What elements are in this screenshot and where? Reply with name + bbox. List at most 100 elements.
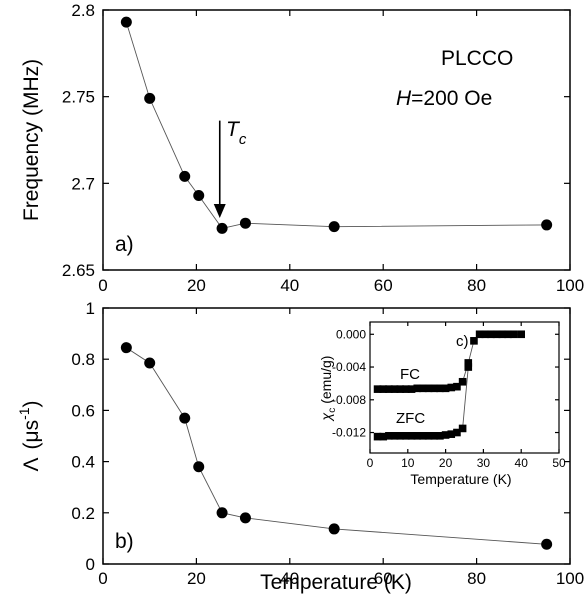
panel-c-data-point — [373, 432, 382, 441]
panel-b-data-point — [179, 412, 191, 424]
x-axis-label: Temperature (K) — [260, 571, 412, 594]
panel-c-data-point — [475, 330, 484, 339]
panel-c-data-point — [517, 330, 525, 339]
panel-c-data-point — [458, 424, 467, 433]
tc-subscript: c — [239, 131, 247, 148]
lambda-unit: (μs — [20, 420, 43, 450]
panel-c-data-point — [413, 432, 422, 440]
panel-c-data-point — [504, 330, 512, 339]
panel-c-data-point — [487, 330, 495, 339]
panel-c-data-point — [424, 432, 433, 440]
panel-b-x-tick-label: 80 — [467, 569, 486, 588]
panel-a-x-tick-label: 20 — [187, 276, 206, 295]
panel-b-x-tick-label: 0 — [98, 569, 107, 588]
panel-a-data-point — [239, 217, 251, 229]
panel-b-y-tick-label: 0.4 — [71, 453, 95, 472]
panel-c-data-point — [385, 385, 393, 393]
panel-c-data-point — [390, 432, 399, 440]
panel-a-x-tick-label: 60 — [374, 276, 393, 295]
field-label: H=200 Oe — [396, 87, 492, 110]
panel-c-frame — [369, 321, 560, 454]
panel-a-x-tick-label: 80 — [467, 276, 486, 295]
panel-c-data-point — [385, 432, 393, 440]
panel-b-data-point — [328, 523, 340, 535]
panel-c-data-point — [458, 377, 467, 386]
panel-c-data-point — [447, 383, 456, 392]
panel-b-data-point — [216, 507, 228, 519]
panel-c-data-point — [492, 330, 501, 339]
panel-c-data-point — [419, 432, 427, 440]
panel-a-x-tick-label: 0 — [98, 276, 107, 295]
panel-c-data-point — [379, 432, 388, 441]
panel-c-x-tick-label: 40 — [515, 456, 529, 470]
panel-c-data-point — [402, 432, 410, 440]
panel-c-data-point — [509, 330, 518, 339]
panel-a-data-point — [541, 219, 553, 231]
panel-b-ylabel: Λ (μs-1) — [16, 400, 43, 471]
panel-a-y-tick-label: 2.7 — [71, 174, 95, 193]
field-value: =200 Oe — [411, 87, 492, 110]
panel-c-data-point — [498, 330, 507, 339]
panel-c-data-point — [464, 359, 473, 367]
panel-b-data-point — [144, 357, 156, 369]
tc-label: Tc — [226, 118, 247, 148]
lambda-symbol: Λ — [20, 458, 43, 472]
panel-b-y-tick-label: 0.8 — [71, 350, 95, 369]
panel-c-data-point — [447, 430, 456, 438]
panel-c-data-point — [407, 385, 416, 393]
panel-b-data-point — [120, 342, 132, 354]
panel-a-data-point — [179, 170, 191, 182]
panel-a-x-tick-label: 100 — [556, 276, 584, 295]
panel-c-x-tick-label: 20 — [439, 456, 453, 470]
panel-a-series-0-line — [125, 21, 547, 229]
panel-a-data-point — [193, 189, 205, 201]
panel-c-data-point — [413, 384, 422, 393]
panel-b-data-point — [193, 461, 205, 473]
inset-y-axis-label: χc (emu/g) — [318, 356, 338, 423]
panel-c-data-point — [481, 330, 490, 339]
panel-c-background — [317, 318, 563, 470]
panel-c-x-tick-label: 50 — [552, 456, 566, 470]
panel-b-y-tick-label: 0 — [86, 555, 95, 574]
panel-b-x-tick-label: 40 — [280, 569, 299, 588]
field-symbol: H — [396, 87, 412, 110]
tc-symbol: T — [226, 118, 241, 141]
panel-a-label: a) — [115, 233, 134, 256]
panel-a-y-tick-label: 2.65 — [62, 261, 95, 280]
panel-c-x-tick-label: 30 — [477, 456, 491, 470]
chi-symbol: χ — [318, 412, 334, 422]
panel-b-label: b) — [115, 530, 134, 553]
panel-c-data-point — [441, 431, 450, 439]
panel-c-data-point — [396, 385, 405, 393]
panel-c-x-tick-label: 10 — [401, 456, 415, 470]
lambda-unit-exponent: -1 — [16, 407, 32, 420]
panel-c-data-point — [402, 385, 410, 393]
panel-b-y-tick-label: 0.6 — [71, 401, 95, 420]
panel-a-data-point — [328, 221, 340, 233]
panel-b-data-point — [239, 512, 251, 524]
panel-b-series-0-line — [126, 347, 547, 545]
fc-series-label: FC — [400, 366, 420, 383]
panel-c-data-point — [453, 428, 461, 437]
panel-b-data-point — [541, 538, 553, 550]
panel-a-y-tick-label: 2.75 — [62, 88, 95, 107]
panel-b-x-tick-label: 60 — [374, 569, 393, 588]
panel-c-inset: 0 10 20 30 40 50 0.000 -0.004 -0.008 -0.012 Tempe… — [317, 318, 566, 487]
sample-label: PLCCO — [441, 47, 513, 70]
panel-c-data-point — [424, 384, 433, 393]
panel-a-data-point — [216, 222, 228, 234]
chi-subscript: c — [327, 408, 338, 413]
panel-c-label: c) — [456, 333, 469, 350]
panel-c-y-tick-label: -0.012 — [332, 426, 366, 440]
panel-c-data-point — [453, 382, 461, 391]
tc-arrow-head — [213, 204, 226, 218]
panel-c-data-point — [390, 385, 399, 393]
panel-a-data-point — [120, 16, 132, 28]
panel-c-data-point — [470, 337, 478, 345]
panel-a-ylabel: Frequency (MHz) — [20, 59, 43, 221]
chi-unit: (emu/g) — [318, 356, 334, 404]
panel-c-data-point — [407, 432, 416, 440]
panel-c-data-point — [441, 384, 450, 393]
panel-b-x-tick-label: 20 — [187, 569, 206, 588]
